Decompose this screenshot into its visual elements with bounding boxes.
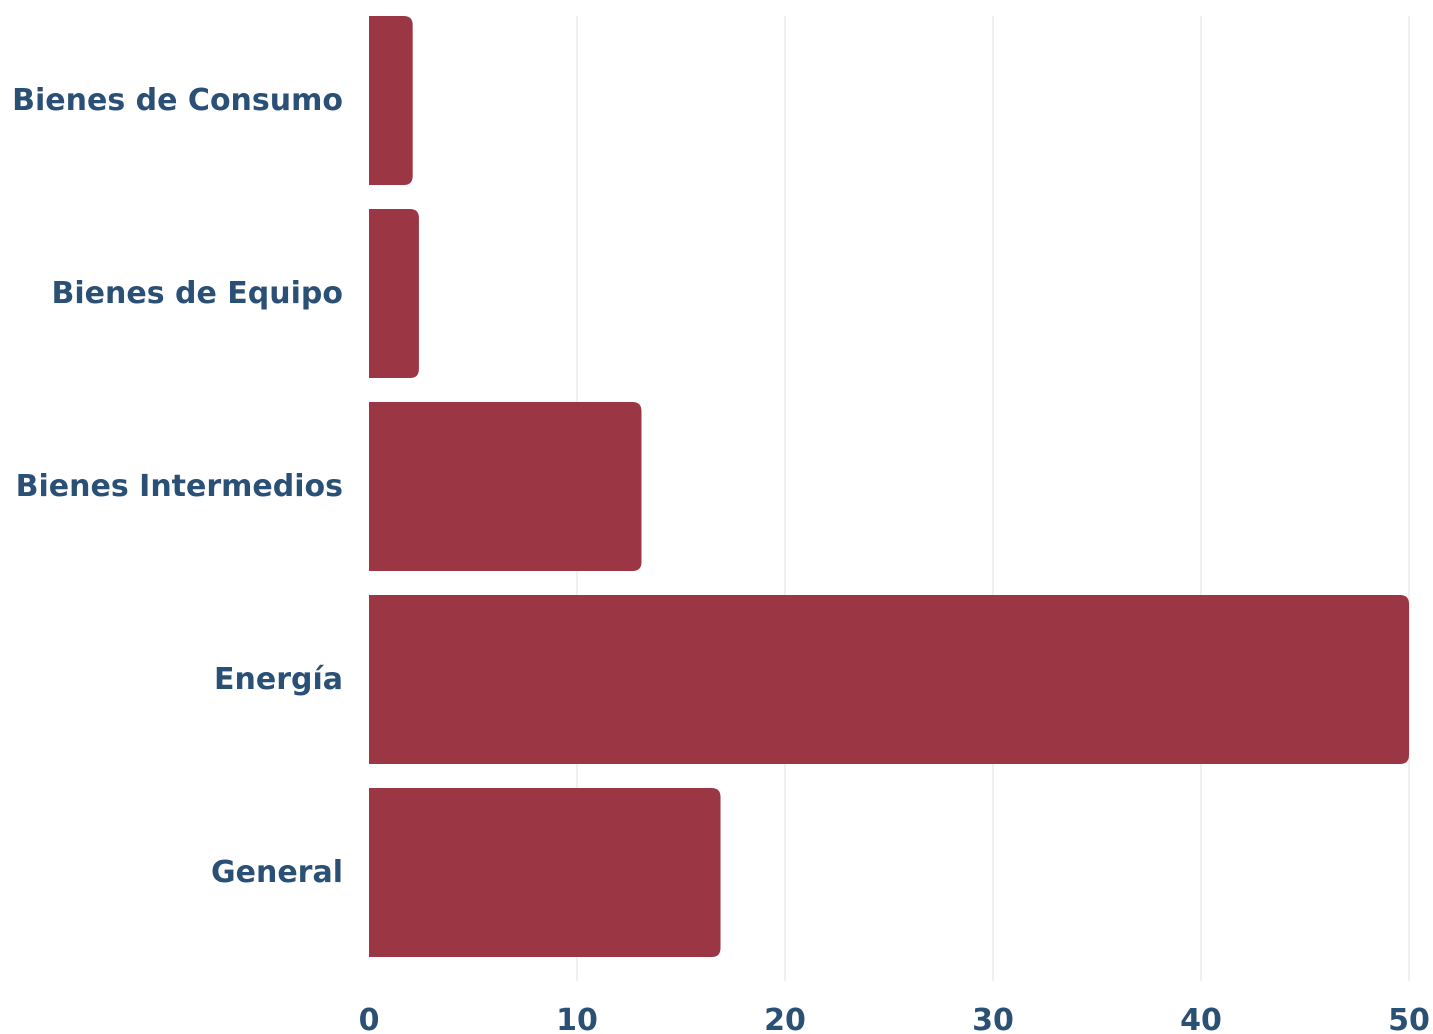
x-tick-label-0: 0 [359, 1003, 380, 1034]
x-tick-label-50: 50 [1388, 1003, 1430, 1034]
x-tick-label-10: 10 [556, 1003, 598, 1034]
category-label-bienes-de-equipo: Bienes de Equipo [52, 276, 343, 311]
x-tick-label-30: 30 [972, 1003, 1014, 1034]
bars [369, 16, 1409, 957]
category-labels: Bienes de Consumo Bienes de Equipo Bienes … [12, 83, 343, 890]
bar-bienes-intermedios [369, 402, 642, 571]
x-tick-label-40: 40 [1180, 1003, 1222, 1034]
category-label-bienes-de-consumo: Bienes de Consumo [12, 83, 343, 118]
bar-bienes-de-equipo [369, 209, 419, 378]
category-label-energ-a: Energía [214, 662, 343, 697]
bar-general [369, 788, 721, 957]
bar-energ-a [369, 595, 1409, 764]
category-label-bienes-intermedios: Bienes Intermedios [16, 469, 343, 504]
bar-bienes-de-consumo [369, 16, 413, 185]
x-tick-label-20: 20 [764, 1003, 806, 1034]
category-label-general: General [211, 855, 343, 890]
x-axis-tick-labels: 0 10 20 30 40 50 [359, 1003, 1430, 1034]
